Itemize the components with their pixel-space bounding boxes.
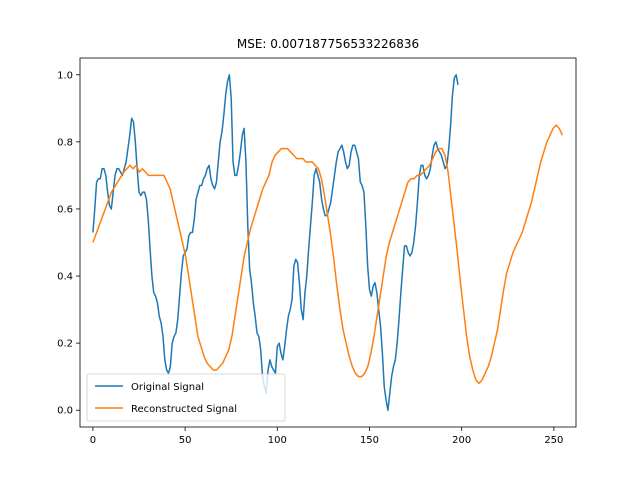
- y-tick-label: 0.0: [57, 406, 73, 417]
- x-tick-label: 100: [268, 435, 287, 446]
- x-tick-label: 0: [90, 435, 96, 446]
- chart-title: MSE: 0.007187756533226836: [237, 37, 419, 51]
- x-tick-label: 200: [452, 435, 471, 446]
- y-tick-label: 0.2: [57, 339, 73, 350]
- x-tick-label: 50: [179, 435, 192, 446]
- y-axis: 0.0 0.2 0.4 0.6 0.8 1.0: [57, 70, 80, 417]
- y-tick-label: 0.4: [57, 272, 73, 283]
- y-tick-label: 1.0: [57, 70, 73, 81]
- x-tick-label: 250: [544, 435, 563, 446]
- x-axis: 0 50 100 150 200 250: [90, 427, 563, 446]
- axes-frame: [79, 57, 577, 428]
- y-tick-label: 0.6: [57, 204, 73, 215]
- series-line-original: [92, 74, 459, 411]
- legend-box: [86, 373, 286, 422]
- series-layer: [92, 74, 564, 411]
- legend: Original Signal Reconstructed Signal: [86, 373, 286, 422]
- x-tick-label: 150: [360, 435, 379, 446]
- y-tick-label: 0.8: [57, 137, 73, 148]
- legend-label: Reconstructed Signal: [131, 404, 237, 415]
- legend-label: Original Signal: [131, 382, 204, 393]
- series-line-reconstructed: [92, 124, 564, 385]
